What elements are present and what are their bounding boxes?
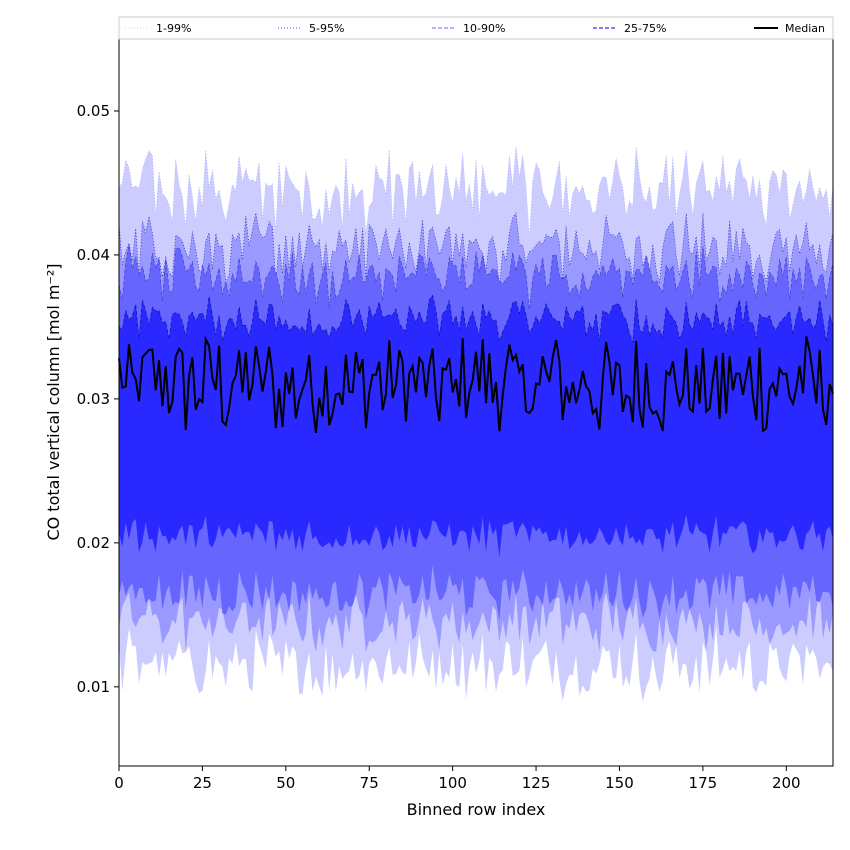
band-upper-edge-10-90% xyxy=(118,244,834,310)
legend-label: 1-99% xyxy=(156,22,191,35)
band-25-75% xyxy=(119,295,833,557)
y-tick-label: 0.04 xyxy=(77,246,110,264)
x-tick-label: 150 xyxy=(605,774,634,792)
band-upper-edge-1-99% xyxy=(118,146,834,238)
x-tick-label: 25 xyxy=(193,774,212,792)
y-tick-label: 0.05 xyxy=(77,102,110,120)
y-axis-label: CO total vertical column [mol m⁻²] xyxy=(44,263,63,540)
median-line xyxy=(118,335,834,434)
x-axis: 0 25 50 75 100 125 150 175 200 xyxy=(114,766,801,792)
x-tick-label: 125 xyxy=(522,774,551,792)
y-tick-label: 0.01 xyxy=(77,678,110,696)
legend-box xyxy=(118,16,834,40)
y-tick-label: 0.03 xyxy=(77,390,110,408)
band-upper-edge-25-75% xyxy=(118,294,834,343)
x-tick-label: 75 xyxy=(360,774,379,792)
y-axis: 0.01 0.02 0.03 0.04 0.05 xyxy=(77,102,119,696)
percentile-bands xyxy=(118,146,834,702)
median-layer xyxy=(118,335,834,434)
legend-label: 5-95% xyxy=(309,22,344,35)
x-tick-label: 50 xyxy=(276,774,295,792)
x-tick-label: 100 xyxy=(438,774,467,792)
y-tick-label: 0.02 xyxy=(77,534,110,552)
x-axis-label: Binned row index xyxy=(407,800,546,819)
legend-label: 10-90% xyxy=(463,22,505,35)
x-tick-label: 200 xyxy=(772,774,801,792)
legend-label: Median xyxy=(785,22,825,35)
legend: 1-99% 5-95% 10-90% 25-75% Median xyxy=(118,16,834,40)
x-tick-label: 175 xyxy=(689,774,718,792)
x-tick-label: 0 xyxy=(114,774,124,792)
legend-label: 25-75% xyxy=(624,22,666,35)
